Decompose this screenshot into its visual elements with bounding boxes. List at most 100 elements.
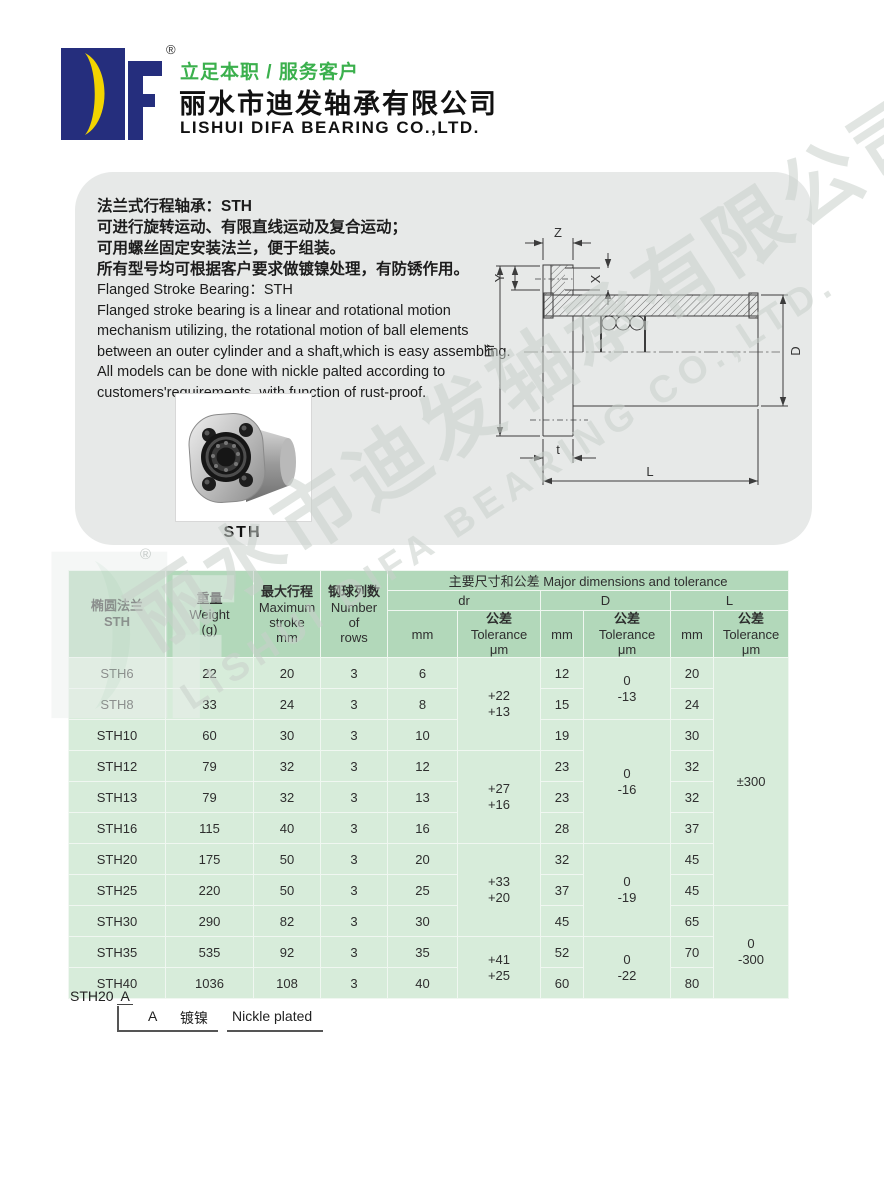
cell-model: STH30 [68,905,166,937]
dim-label-z: Z [554,225,562,240]
legend-connector-vertical [117,1006,119,1031]
col-header-major-dimensions: 主要尺寸和公差 Major dimensions and tolerance [386,570,790,591]
cell-rows: 3 [320,657,388,689]
dim-label-y: Y [492,273,507,282]
col-header-weight: 重量 Weight (g) [165,570,254,658]
table-row: STH35 535 92 3 35 +41 +25 52 0 -22 70 [68,936,789,999]
intro-text-en: Flanged Stroke Bearing：STH Flanged strok… [97,280,510,403]
cell-stroke: 32 [253,781,321,813]
table-row: STH16 115 40 3 16 28 37 [68,812,789,844]
table-row: STH12 79 32 3 12 +27 +16 23 32 [68,750,789,844]
company-slogan: 立足本职 / 服务客户 [180,62,359,83]
cell-l: 32 [670,750,714,782]
cell-dr: 10 [387,719,458,751]
cell-d: 32 [540,843,584,875]
intro-en-line: All models can be done with nickle palte… [97,364,446,380]
cell-stroke: 20 [253,657,321,689]
cell-weight: 290 [165,905,254,937]
cell-l-tolerance: 0 -300 [712,905,790,999]
table-row: STH13 79 32 3 13 23 32 [68,781,789,813]
col-header-weight-cn: 重量 [196,591,223,606]
col-header-l: L [669,590,790,611]
cell-l: 30 [670,719,714,751]
table-row: STH30 290 82 3 30 45 65 0 -300 [68,905,790,999]
cell-d: 37 [540,874,584,906]
cell-dr-tolerance: +27 +16 [457,750,541,844]
cell-rows: 3 [320,843,388,875]
cell-rows: 3 [320,812,388,844]
cell-rows: 3 [320,750,388,782]
cell-dr-tolerance: +22 +13 [457,657,541,751]
table-row: STH6 22 20 3 6 +22 +13 12 0 -13 20 ±300 [68,657,790,906]
cell-model: STH10 [68,719,166,751]
registered-trademark: ® [166,42,176,57]
cell-dr: 6 [387,657,458,689]
cell-model: STH25 [68,874,166,906]
table-header-row: mm 公差 Tolerance μm mm 公差 Tolerance μm mm… [69,610,790,658]
cell-rows: 3 [320,719,388,751]
cell-rows: 3 [320,936,388,968]
cell-stroke: 82 [253,905,321,937]
legend-code: A [148,1008,158,1024]
col-header-stroke: 最大行程 Maximum stroke mm [253,570,321,658]
ordering-code: STH20 A [70,988,133,1005]
company-name-cn: 丽水市迪发轴承有限公司 [179,89,498,119]
cell-l: 65 [670,905,714,937]
cell-weight: 175 [165,843,254,875]
cell-model: STH16 [68,812,166,844]
col-header-l-tol: 公差 Tolerance μm [712,610,790,658]
intro-cn-line: 法兰式行程轴承：STH [97,198,253,215]
product-photo [175,393,312,522]
watermark-registered-mark: ® [140,546,152,563]
cell-weight: 79 [165,750,254,782]
ordering-code-model: STH20 [70,988,114,1004]
cell-model: STH12 [68,750,166,782]
bearing-photo-art [188,413,296,503]
cell-stroke: 92 [253,936,321,968]
tol-cn: 公差 [738,611,765,626]
col-header-rows-en: Number of rows [330,599,378,645]
tol-cn: 公差 [613,611,640,626]
cell-dr: 8 [387,688,458,720]
product-intro-panel: 法兰式行程轴承：STH 可进行旋转运动、有限直线运动及复合运动； 可用螺丝固定安… [75,172,812,545]
cell-model: STH13 [68,781,166,813]
cell-stroke: 50 [253,843,321,875]
col-header-d-mm: mm [540,610,584,658]
col-header-dr-mm: mm [387,610,458,658]
photo-caption: STH [223,524,262,541]
cell-weight: 22 [165,657,254,689]
cell-rows: 3 [320,781,388,813]
col-header-rows-cn: 钢球列数 [327,583,380,599]
cell-l: 32 [670,781,714,813]
cell-stroke: 30 [253,719,321,751]
cell-dr-tolerance: +41 +25 [457,936,541,999]
company-name-en: LISHUI DIFA BEARING CO.,LTD. [180,118,480,137]
col-header-dr: dr [387,590,541,611]
cell-d: 15 [540,688,584,720]
cell-rows: 3 [320,905,388,937]
dim-label-x: X [588,274,603,283]
cell-l: 20 [670,657,714,689]
col-header-model-cn: 椭圆法兰 [90,598,143,613]
cell-weight: 33 [165,688,254,720]
cell-l-tolerance: ±300 [712,657,790,906]
intro-en-line: Flanged stroke bearing is a linear and r… [97,302,451,319]
dim-label-l: L [646,464,653,479]
cell-model: STH35 [68,936,166,968]
col-header-model-code: STH [104,614,130,629]
intro-cn-line: 所有型号均可根据客户要求做镀镍处理，有防锈作用。 [97,261,470,278]
table-row: STH10 60 30 3 10 19 0 -16 30 [68,719,789,844]
cell-l: 37 [670,812,714,844]
intro-en-line: Flanged Stroke Bearing：STH [97,282,293,298]
cell-weight: 60 [165,719,254,751]
cell-l: 70 [670,936,714,968]
col-header-d-tol: 公差 Tolerance μm [583,610,671,658]
cell-d-tolerance: 0 -13 [583,657,671,720]
col-header-weight-en: Weight (g) [189,607,230,637]
cell-stroke: 108 [253,967,321,999]
cell-dr: 16 [387,812,458,844]
cell-d: 23 [540,781,584,813]
cell-d: 52 [540,936,584,968]
cell-rows: 3 [320,688,388,720]
intro-text-cn: 法兰式行程轴承：STH 可进行旋转运动、有限直线运动及复合运动； 可用螺丝固定安… [97,196,469,280]
